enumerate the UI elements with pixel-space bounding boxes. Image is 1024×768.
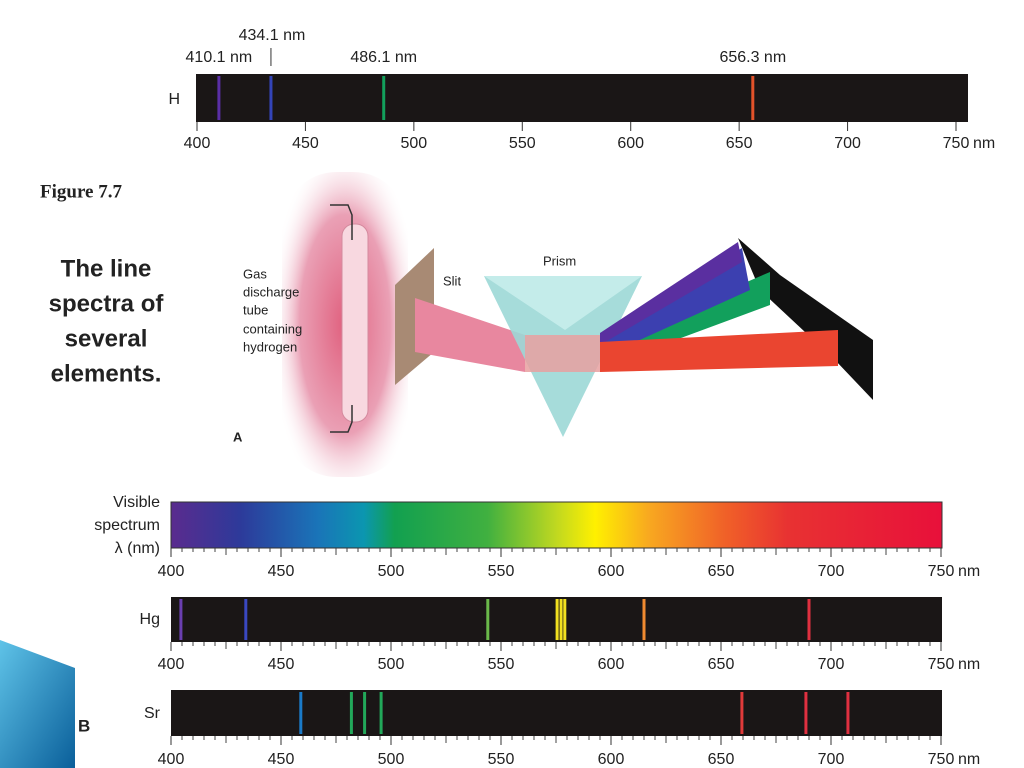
tick-label: 750 <box>943 135 970 152</box>
spectral-line <box>179 599 183 640</box>
beam <box>415 298 525 372</box>
axis-unit: nm <box>958 563 980 580</box>
tick-label: 600 <box>598 563 625 580</box>
tick-label: 750 <box>928 751 955 768</box>
spectral-line <box>807 599 811 640</box>
element-label: H <box>168 91 180 108</box>
spectral-line <box>804 692 808 734</box>
visible-label: spectrum <box>94 517 160 534</box>
tick-label: 700 <box>818 656 845 673</box>
axis-unit: nm <box>973 135 995 152</box>
tick-label: 450 <box>268 751 295 768</box>
panel-label: B <box>78 716 90 735</box>
caption: The line <box>61 255 152 282</box>
prism-top <box>484 276 642 330</box>
visible-spectrum <box>170 501 943 549</box>
visible-label: λ (nm) <box>115 540 160 557</box>
caption: elements. <box>51 360 162 387</box>
tick-label: 500 <box>378 751 405 768</box>
line-label: 486.1 nm <box>350 49 417 66</box>
spectral-line <box>559 599 563 640</box>
panel-label: A <box>233 429 243 444</box>
tick-label: 550 <box>488 751 515 768</box>
tick-label: 700 <box>834 135 861 152</box>
spectral-line <box>299 692 303 734</box>
axis-unit: nm <box>958 751 980 768</box>
tube-label: Gas <box>243 266 267 281</box>
spectrum-bar <box>171 690 942 736</box>
line-label: 656.3 nm <box>719 49 786 66</box>
spectral-line <box>217 76 221 120</box>
tick-label: 600 <box>598 656 625 673</box>
spectral-line <box>555 599 559 640</box>
tick-label: 450 <box>268 656 295 673</box>
spectral-line <box>846 692 850 734</box>
tick-label: 550 <box>488 563 515 580</box>
screen <box>738 238 873 400</box>
tube <box>341 223 369 423</box>
figure-label: Figure 7.7 <box>40 181 122 202</box>
red-ray <box>600 330 838 372</box>
tube-label: tube <box>243 302 268 317</box>
element-label: Hg <box>140 611 160 628</box>
tick-label: 650 <box>708 656 735 673</box>
axis-unit: nm <box>958 656 980 673</box>
caption: spectra of <box>49 290 165 317</box>
tick-label: 650 <box>726 135 753 152</box>
spectrum-bar <box>196 74 968 122</box>
element-label: Sr <box>144 705 161 722</box>
tick-label: 750 <box>928 563 955 580</box>
tick-label: 400 <box>158 656 185 673</box>
tick-label: 700 <box>818 751 845 768</box>
tick-label: 600 <box>617 135 644 152</box>
tick-label: 650 <box>708 563 735 580</box>
line-label: 410.1 nm <box>186 49 253 66</box>
tick-label: 500 <box>378 656 405 673</box>
prism-label: Prism <box>543 253 576 268</box>
tick-label: 400 <box>158 751 185 768</box>
visible-label: Visible <box>113 494 160 511</box>
apparatus: Gas discharge tube containing hydrogen S… <box>233 172 873 477</box>
tick-label: 650 <box>708 751 735 768</box>
tick-label: 450 <box>292 135 319 152</box>
spectral-line <box>382 76 386 120</box>
tick-label: 400 <box>158 563 185 580</box>
caption: several <box>65 325 148 352</box>
beam-in-prism <box>525 335 600 372</box>
tick-label: 750 <box>928 656 955 673</box>
tube-label: containing <box>243 321 302 336</box>
spectral-line <box>740 692 744 734</box>
spectral-line <box>563 599 567 640</box>
tick-label: 600 <box>598 751 625 768</box>
tick-label: 700 <box>818 563 845 580</box>
decoration <box>0 640 75 768</box>
tick-label: 500 <box>378 563 405 580</box>
spectral-line <box>269 76 273 120</box>
electrodes <box>330 204 353 433</box>
line-label: 434.1 nm <box>239 27 306 44</box>
spectral-line <box>349 692 353 734</box>
spectral-line <box>642 599 646 640</box>
spectral-line <box>751 76 755 120</box>
violet-ray <box>600 242 742 345</box>
spectral-line <box>486 599 490 640</box>
tube-label: hydrogen <box>243 339 297 354</box>
slit-label: Slit <box>443 273 461 288</box>
spectral-line <box>363 692 367 734</box>
spectral-line <box>379 692 383 734</box>
tick-label: 400 <box>184 135 211 152</box>
tick-label: 550 <box>488 656 515 673</box>
tick-label: 550 <box>509 135 536 152</box>
tube-label: discharge <box>243 284 299 299</box>
tick-label: 500 <box>401 135 428 152</box>
tick-label: 450 <box>268 563 295 580</box>
spectral-line <box>244 599 248 640</box>
